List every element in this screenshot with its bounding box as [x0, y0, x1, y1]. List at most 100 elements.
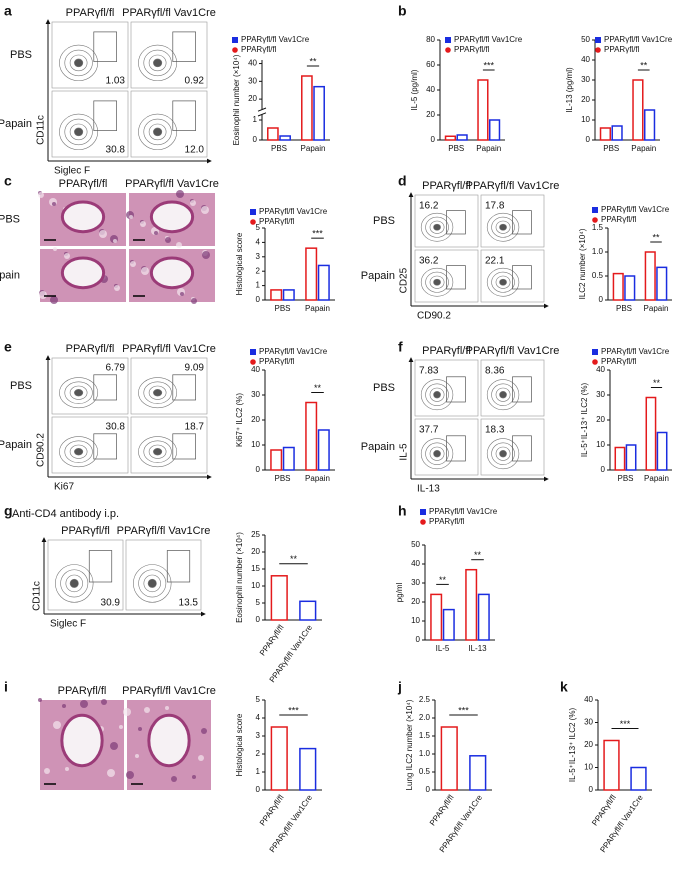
bar: [656, 431, 668, 471]
bar: [279, 135, 291, 141]
x-axis-label: CD90.2: [417, 311, 451, 322]
contour: [138, 569, 167, 598]
bar: [477, 79, 489, 141]
axis-break: [257, 107, 267, 112]
y-tick-label: 10: [584, 763, 593, 772]
contour: [499, 450, 507, 458]
legend-label: PPARγfl/fl: [601, 357, 637, 366]
legend-marker: [250, 219, 256, 225]
y-axis-label: Histological score: [235, 713, 244, 776]
gate: [446, 265, 466, 290]
y-tick-label: 20: [248, 94, 257, 103]
contour: [148, 54, 167, 72]
x-axis-label: Siglec F: [50, 619, 86, 630]
gate-value: 30.9: [101, 598, 121, 609]
legend-label: PPARγfl/fl Vav1Cre: [601, 347, 670, 356]
y-tick-label: 10: [251, 440, 260, 449]
y-tick-label: 50: [411, 540, 420, 549]
tissue-spot: [50, 296, 58, 304]
contour: [429, 387, 445, 402]
airway-lumen: [147, 713, 191, 768]
tissue-spot: [201, 206, 209, 214]
x-tick-label: Papain: [305, 474, 330, 483]
tissue-spot: [107, 769, 115, 777]
y-tick-label: 20: [251, 415, 260, 424]
y-tick-label: 4: [256, 713, 261, 722]
legend-marker: [232, 37, 238, 43]
x-tick-label: PBS: [617, 474, 633, 483]
tissue-spot: [141, 267, 149, 275]
bar: [270, 289, 283, 301]
y-tick-label: 0: [586, 135, 591, 144]
contour: [433, 450, 441, 458]
y-tick-label: 80: [426, 35, 435, 44]
row-label: Papain: [361, 441, 395, 453]
gate: [446, 210, 466, 235]
y-tick-label: 20: [426, 110, 435, 119]
legend-label: PPARγfl/fl Vav1Cre: [241, 35, 310, 44]
y-tick-label: 40: [596, 365, 605, 374]
row-label: Papain: [0, 269, 20, 281]
y-tick-label: 1: [256, 767, 261, 776]
significance-label: **: [474, 550, 482, 560]
contour: [495, 387, 511, 402]
legend-marker: [592, 349, 598, 355]
tissue-spot: [44, 768, 50, 774]
gate: [93, 31, 117, 62]
contour: [74, 448, 84, 456]
x-axis-label: Siglec F: [54, 166, 90, 177]
contour: [133, 564, 172, 603]
y-tick-label: 2: [256, 266, 261, 275]
row-label: PBS: [0, 213, 20, 225]
tissue-spot: [38, 698, 42, 702]
legend-label: PPARγfl/fl: [604, 45, 640, 54]
gate-value: 8.36: [485, 366, 505, 377]
row-label: Papain: [0, 439, 32, 451]
significance-label: ***: [458, 705, 469, 715]
tissue-spot: [154, 231, 158, 235]
significance-label: **: [314, 383, 322, 393]
bar: [270, 449, 283, 471]
bar: [270, 726, 288, 791]
gate: [93, 433, 117, 460]
tissue-spot: [64, 253, 70, 259]
x-axis-label: Ki67: [54, 482, 74, 493]
contour: [425, 383, 449, 406]
contour: [495, 446, 511, 461]
contour: [429, 275, 445, 289]
bar: [625, 444, 637, 471]
x-axis-label: IL-13: [417, 484, 440, 495]
bar: [444, 135, 457, 141]
row-label: Papain: [0, 118, 32, 130]
bar: [469, 755, 487, 791]
panel-letter: d: [398, 173, 407, 189]
y-tick-label: 0: [431, 135, 436, 144]
contour: [148, 444, 167, 459]
y-axis-label: IL-5⁺IL-13⁺ ILC2 (%): [580, 383, 589, 458]
y-tick-label: 2.0: [419, 713, 431, 722]
bar: [624, 275, 636, 301]
contour: [138, 44, 178, 82]
legend-label: PPARγfl/fl: [454, 45, 490, 54]
y-tick-label: 30: [584, 718, 593, 727]
bar: [301, 75, 313, 141]
contour: [491, 216, 515, 238]
bar: [442, 608, 455, 641]
bar: [299, 747, 317, 791]
y-tick-label: 40: [411, 559, 420, 568]
x-tick-label: IL-13: [468, 644, 487, 653]
row-label: PBS: [373, 215, 395, 227]
gate: [512, 435, 532, 462]
bar: [614, 446, 626, 471]
tissue-spot: [52, 202, 56, 206]
y-tick-label: 0: [426, 785, 431, 794]
bar: [282, 289, 295, 301]
gate-value: 0.92: [185, 76, 205, 87]
bar: [630, 766, 647, 791]
tissue-spot: [180, 292, 184, 296]
tissue-spot: [144, 707, 150, 713]
panel-letter: b: [398, 3, 407, 19]
tissue-spot: [123, 708, 131, 716]
tissue-spot: [119, 725, 123, 729]
